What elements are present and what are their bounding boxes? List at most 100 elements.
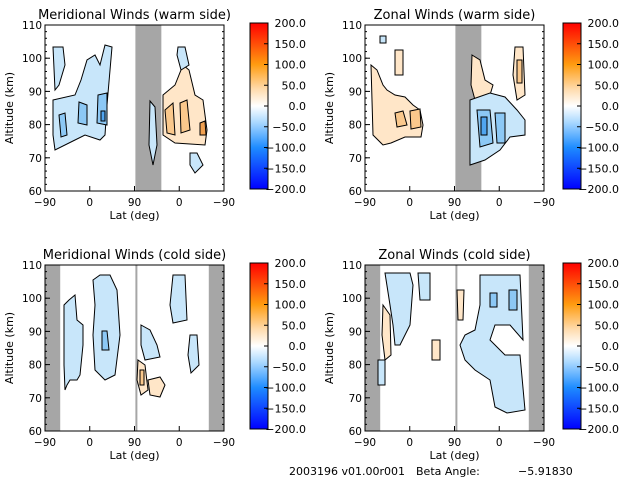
y-tick-label: 80 <box>29 120 42 132</box>
colorbar-label: −200.0 <box>578 423 619 436</box>
contour-region <box>63 293 84 391</box>
contour-region <box>164 101 176 136</box>
y-axis-label: Altitude (km) <box>3 312 16 384</box>
contour-region <box>394 110 408 128</box>
colorbar-label: 50.0 <box>282 319 307 332</box>
x-tick-label: −90 <box>533 437 555 449</box>
contour-region <box>179 99 191 134</box>
no-data-band <box>365 265 381 431</box>
footer-beta-label: Beta Angle: <box>416 465 480 478</box>
no-data-band <box>135 25 162 191</box>
colorbar-label: 200.0 <box>588 257 620 270</box>
colorbar-label: 100.0 <box>588 59 620 72</box>
chart-panel-4: Zonal Winds (cold side) 60 70 80 90 100 110 −90… <box>323 248 619 462</box>
contour-region <box>92 274 121 381</box>
contour-region <box>508 289 518 311</box>
no-data-band <box>135 265 138 431</box>
y-tick-label: 90 <box>349 326 362 338</box>
colorbar-label: 100.0 <box>275 299 307 312</box>
y-tick-label: 110 <box>22 20 42 32</box>
no-data-band <box>455 265 458 431</box>
no-data-band <box>208 265 224 431</box>
colorbar-label: 50.0 <box>282 79 307 92</box>
colorbar-label: −100.0 <box>578 382 619 395</box>
y-tick-label: 70 <box>349 393 362 405</box>
colorbar-label: −50.0 <box>585 121 619 134</box>
y-tick-label: 60 <box>349 186 362 198</box>
contour-region <box>77 101 88 126</box>
chart-title: Meridional Winds (warm side) <box>38 8 231 23</box>
contour-region <box>489 292 498 308</box>
contour-region <box>516 59 523 84</box>
colorbar: 200.0 150.0 100.0 50.0 0.0 −50.0 −100.0 −150.0 −… <box>249 17 307 196</box>
contour-region <box>148 99 158 166</box>
x-tick-label: 0 <box>496 437 503 449</box>
colorbar-label: 50.0 <box>595 79 620 92</box>
colorbar-label: 100.0 <box>588 299 620 312</box>
x-axis-label: Lat (deg) <box>430 449 480 462</box>
y-tick-label: 80 <box>29 360 42 372</box>
chart-title: Zonal Winds (cold side) <box>378 248 530 263</box>
colorbar-label: −150.0 <box>578 402 619 415</box>
contour-region <box>480 116 488 136</box>
x-tick-label: 0 <box>406 437 413 449</box>
x-tick-label: 90 <box>128 437 141 449</box>
chart-title: Meridional Winds (cold side) <box>43 248 226 263</box>
colorbar-label: 200.0 <box>275 257 307 270</box>
footer-date-version: 2003196 v01.00r001 <box>289 465 405 478</box>
y-axis-label: Altitude (km) <box>323 312 336 384</box>
colorbar-label: 50.0 <box>595 319 620 332</box>
contour-region <box>379 35 387 44</box>
contour-region <box>470 54 494 101</box>
colorbar-label: −200.0 <box>265 183 306 196</box>
chart-panel-3: Meridional Winds (cold side) 60 70 80 90 100 1… <box>3 248 306 462</box>
colorbar-label: 150.0 <box>588 38 620 51</box>
x-tick-label: 0 <box>496 197 503 209</box>
colorbar-label: 0.0 <box>602 340 620 353</box>
x-tick-label: −90 <box>354 197 376 209</box>
colorbar-label: 200.0 <box>275 17 307 30</box>
colorbar-label: −100.0 <box>265 142 306 155</box>
y-axis-label: Altitude (km) <box>323 72 336 144</box>
y-tick-label: 80 <box>349 120 362 132</box>
colorbar-label: −200.0 <box>265 423 306 436</box>
no-data-band <box>528 265 544 431</box>
colorbar-label: 0.0 <box>289 340 307 353</box>
y-tick-label: 90 <box>29 86 42 98</box>
contour-region <box>139 369 145 386</box>
contour-region <box>494 112 506 144</box>
y-tick-label: 60 <box>349 426 362 438</box>
colorbar-label: 200.0 <box>588 17 620 30</box>
contour-region <box>169 274 188 324</box>
no-data-band <box>45 265 61 431</box>
colorbar: 200.0 150.0 100.0 50.0 0.0 −50.0 −100.0 −150.0 −… <box>562 257 620 436</box>
x-tick-label: −90 <box>354 437 376 449</box>
x-tick-label: 0 <box>176 437 183 449</box>
colorbar-label: −50.0 <box>585 361 619 374</box>
x-tick-label: 0 <box>176 197 183 209</box>
contour-region <box>381 303 392 361</box>
x-tick-label: 0 <box>406 197 413 209</box>
y-tick-label: 100 <box>342 53 362 65</box>
colorbar-label: 150.0 <box>275 38 307 51</box>
chart-title: Zonal Winds (warm side) <box>374 8 536 23</box>
y-tick-label: 100 <box>22 53 42 65</box>
contour-region <box>456 289 465 321</box>
x-tick-label: −90 <box>34 197 56 209</box>
chart-panel-2: Zonal Winds (warm side) 60 70 80 90 100 110 −90… <box>323 8 619 222</box>
contour-region <box>417 272 431 301</box>
x-tick-label: −90 <box>213 437 235 449</box>
x-tick-label: 90 <box>128 197 141 209</box>
x-tick-label: 0 <box>86 437 93 449</box>
contour-region <box>100 110 106 122</box>
contour-region <box>140 324 161 361</box>
y-tick-label: 110 <box>342 260 362 272</box>
colorbar-label: −100.0 <box>578 142 619 155</box>
y-tick-label: 110 <box>342 20 362 32</box>
contour-region <box>52 44 113 151</box>
y-tick-label: 90 <box>349 86 362 98</box>
colorbar-label: −50.0 <box>272 361 306 374</box>
x-tick-label: −90 <box>34 437 56 449</box>
colorbar-label: 0.0 <box>289 100 307 113</box>
